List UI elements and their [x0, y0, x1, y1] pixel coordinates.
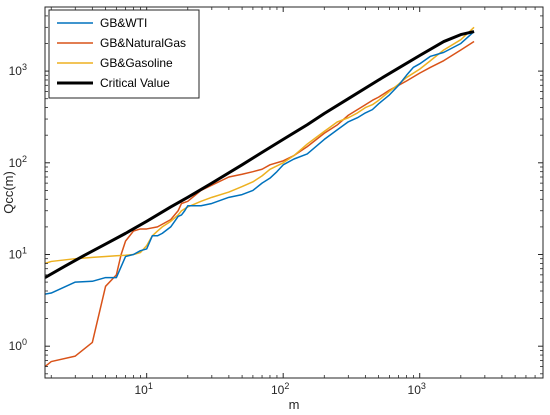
legend-label-critical-value: Critical Value [100, 76, 170, 90]
legend-label-gb-gasoline: GB&Gasoline [100, 56, 173, 70]
x-tick-exponent: 2 [284, 381, 289, 391]
series-layer [45, 26, 475, 368]
legend-label-gb-naturalgas: GB&NaturalGas [100, 36, 186, 50]
y-tick-exponent: 2 [22, 154, 27, 164]
x-tick-exponent: 3 [421, 381, 426, 391]
y-tick-exponent: 3 [22, 62, 27, 72]
x-tick-exponent: 1 [148, 381, 153, 391]
x-axis-label: m [289, 397, 300, 412]
y-tick-exponent: 1 [22, 245, 27, 255]
y-axis-label: Qcc(m) [1, 171, 16, 214]
y-tick-exponent: 0 [22, 337, 27, 347]
plot-area-frame [44, 6, 544, 379]
legend-label-gb-wti: GB&WTI [100, 16, 147, 30]
legend: GB&WTI GB&NaturalGas GB&Gasoline Critica… [48, 9, 200, 99]
series-line-critical-value [45, 30, 475, 279]
series-line-gb-wti [45, 30, 475, 295]
